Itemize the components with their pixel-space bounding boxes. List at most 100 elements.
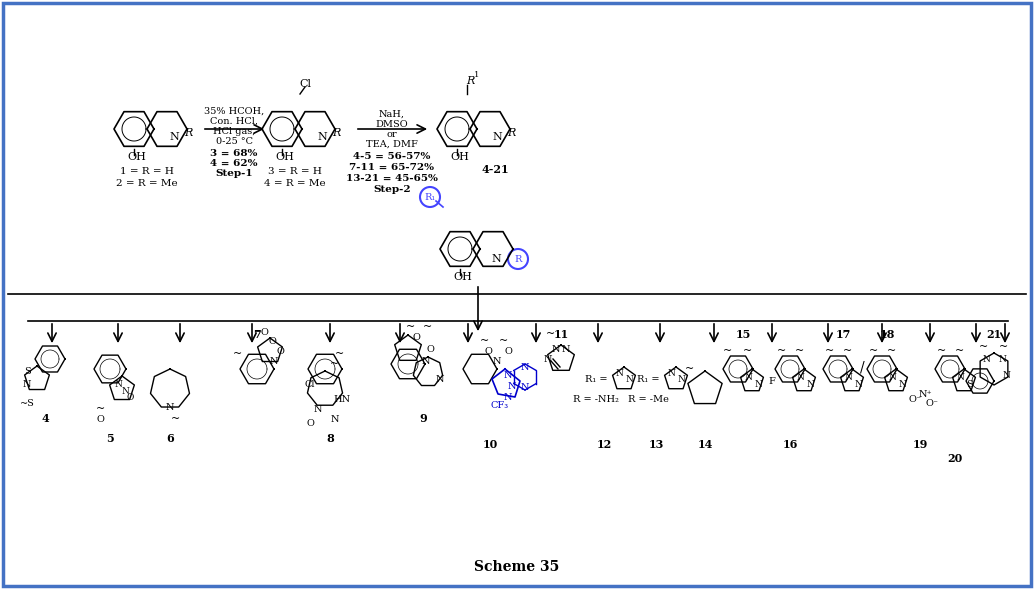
Text: HCl gas,: HCl gas,: [213, 127, 255, 135]
Text: 7-11 = 65-72%: 7-11 = 65-72%: [349, 163, 434, 171]
Text: N: N: [844, 372, 852, 382]
Text: R: R: [465, 76, 475, 86]
Text: N: N: [331, 415, 339, 423]
Text: N: N: [615, 369, 622, 378]
Text: N: N: [270, 356, 278, 366]
Text: 8: 8: [326, 434, 334, 445]
Text: OH: OH: [451, 152, 469, 162]
Text: 4 = 62%: 4 = 62%: [210, 158, 257, 167]
Text: 4 = R = Me: 4 = R = Me: [265, 178, 326, 187]
Text: ~: ~: [406, 322, 416, 332]
Text: N: N: [899, 379, 906, 389]
Text: ~: ~: [825, 346, 834, 356]
Text: N: N: [744, 372, 752, 382]
Text: /: /: [859, 360, 864, 374]
Text: N: N: [508, 382, 516, 391]
Text: Scheme 35: Scheme 35: [475, 560, 559, 574]
Text: TEA, DMF: TEA, DMF: [366, 140, 418, 148]
Text: N: N: [170, 132, 179, 142]
Text: 4-5 = 56-57%: 4-5 = 56-57%: [354, 151, 431, 160]
Text: O: O: [261, 327, 268, 336]
Text: R: R: [514, 254, 522, 263]
Text: 15: 15: [735, 329, 751, 339]
Text: N: N: [313, 405, 323, 413]
Text: N: N: [807, 379, 814, 389]
Text: 17: 17: [835, 329, 851, 339]
Text: Cl: Cl: [305, 379, 315, 389]
Text: ~: ~: [778, 346, 787, 356]
Text: DMSO: DMSO: [375, 120, 408, 128]
Text: OH: OH: [127, 152, 147, 162]
Text: N: N: [23, 379, 31, 389]
Text: N: N: [667, 369, 675, 378]
Text: N: N: [521, 382, 529, 392]
Text: O: O: [276, 346, 284, 356]
Text: ~: ~: [743, 346, 753, 356]
Text: ~: ~: [955, 346, 965, 356]
Text: 4: 4: [41, 413, 49, 425]
Text: 14: 14: [697, 438, 712, 449]
Text: R: R: [184, 128, 192, 138]
Text: ~: ~: [844, 346, 853, 356]
Text: CF₃: CF₃: [491, 401, 509, 409]
Text: O: O: [413, 333, 420, 342]
Text: N: N: [504, 370, 512, 379]
Text: R = -NH₂: R = -NH₂: [573, 395, 619, 403]
Text: ~: ~: [95, 404, 104, 414]
Text: N: N: [956, 372, 964, 382]
Text: 21: 21: [986, 329, 1002, 339]
Text: ~: ~: [481, 336, 490, 346]
Text: NaH,: NaH,: [379, 110, 405, 118]
Text: ~: ~: [331, 359, 339, 369]
Text: 1: 1: [474, 71, 480, 79]
Text: ~: ~: [499, 336, 509, 346]
Text: N: N: [626, 375, 633, 383]
Text: R: R: [507, 128, 515, 138]
Text: O: O: [504, 346, 512, 356]
Text: 13: 13: [648, 438, 664, 449]
Text: ~: ~: [795, 346, 804, 356]
Text: ~: ~: [335, 349, 344, 359]
Text: N: N: [754, 379, 762, 389]
Text: N: N: [561, 345, 570, 353]
Text: ~: ~: [724, 346, 733, 356]
Text: O: O: [484, 346, 492, 356]
Text: 18: 18: [879, 329, 894, 339]
Text: ~S: ~S: [20, 399, 34, 409]
Text: ~: ~: [870, 346, 879, 356]
Text: 16: 16: [783, 438, 797, 449]
Text: S: S: [967, 379, 973, 389]
Text: ~: ~: [233, 349, 242, 359]
Text: 3 = 68%: 3 = 68%: [210, 148, 257, 157]
Text: 3 = R = H: 3 = R = H: [268, 167, 322, 176]
Text: ~: ~: [1000, 342, 1008, 352]
Text: N: N: [1002, 370, 1010, 379]
Text: R₁ =: R₁ =: [585, 375, 607, 383]
Text: 10: 10: [483, 438, 497, 449]
Text: 13-21 = 45-65%: 13-21 = 45-65%: [346, 174, 438, 183]
Text: 12: 12: [597, 438, 612, 449]
Text: 2 = R = Me: 2 = R = Me: [116, 178, 178, 187]
Text: N: N: [854, 379, 862, 389]
Text: N: N: [521, 362, 529, 372]
Text: O: O: [96, 415, 104, 423]
Text: O: O: [426, 345, 434, 353]
Text: Step-2: Step-2: [373, 184, 410, 194]
Text: R = -Me: R = -Me: [628, 395, 668, 403]
Text: 11: 11: [553, 329, 569, 339]
Text: N: N: [492, 132, 501, 142]
Text: ~: ~: [546, 329, 555, 339]
Text: N: N: [552, 345, 560, 353]
Text: N: N: [165, 402, 175, 412]
Text: R: R: [332, 128, 340, 138]
Text: ~: ~: [938, 346, 946, 356]
Text: N: N: [544, 355, 552, 363]
Text: N: N: [998, 355, 1006, 363]
Text: ~: ~: [171, 414, 180, 424]
Text: O: O: [306, 419, 314, 429]
Text: S: S: [24, 366, 30, 376]
Text: N: N: [504, 392, 512, 402]
Text: ~: ~: [887, 346, 896, 356]
Text: 0-25 °C: 0-25 °C: [215, 137, 252, 145]
Text: N: N: [435, 375, 445, 383]
